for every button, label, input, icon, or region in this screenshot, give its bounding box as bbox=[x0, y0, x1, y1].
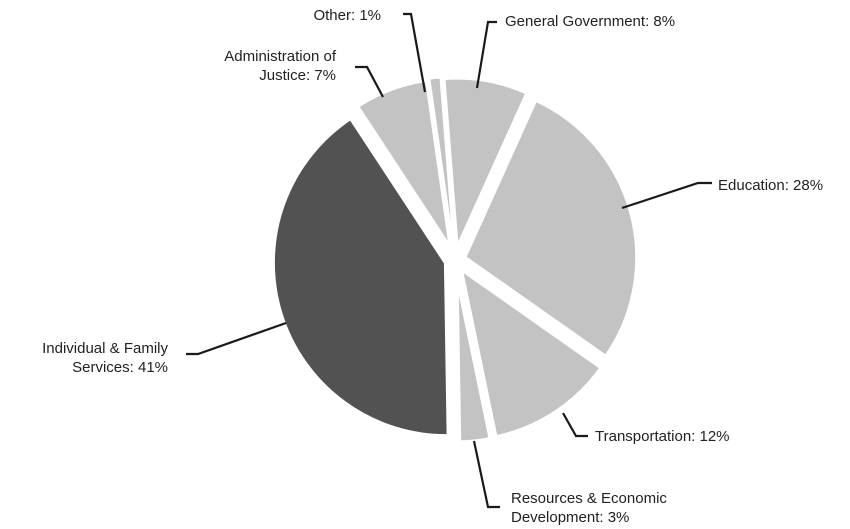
leader-line-0 bbox=[475, 20, 497, 89]
slice-label-line: Services: 41% bbox=[72, 359, 168, 376]
leader-line-5 bbox=[355, 65, 384, 98]
slice-label-3: Resources & Economic Development: 3% bbox=[511, 489, 667, 527]
slice-label-line: Resources & Economic bbox=[511, 490, 667, 507]
slice-label-1: Education: 28% bbox=[718, 176, 823, 195]
leader-line-3 bbox=[472, 440, 500, 509]
slice-label-line: Justice: 7% bbox=[259, 67, 336, 84]
slice-label-line: General Government: 8% bbox=[505, 13, 676, 30]
pie-slice-6 bbox=[428, 76, 455, 252]
slice-label-line: Development: 3% bbox=[511, 509, 630, 526]
slice-label-4: Individual & Family Services: 41% bbox=[42, 339, 168, 377]
pie-slice-5 bbox=[352, 76, 455, 253]
slice-label-5: Administration of Justice: 7% bbox=[224, 47, 336, 85]
slice-label-line: Other: 1% bbox=[313, 7, 381, 24]
leader-line-4 bbox=[186, 321, 287, 356]
slice-label-line: Education: 28% bbox=[718, 177, 824, 194]
slice-label-line: Individual & Family bbox=[42, 340, 168, 357]
slice-label-2: Transportation: 12% bbox=[595, 427, 730, 446]
slice-label-line: Transportation: 12% bbox=[595, 428, 730, 445]
pie-slice-1 bbox=[460, 95, 641, 362]
pie-slice-4 bbox=[269, 113, 452, 440]
leader-line-6 bbox=[403, 12, 427, 93]
leader-line-1 bbox=[621, 181, 712, 210]
leader-line-2 bbox=[562, 412, 588, 438]
pie-slice-0 bbox=[440, 74, 532, 253]
slice-label-6: Other: 1% bbox=[313, 6, 381, 25]
slice-label-line: Administration of bbox=[224, 48, 336, 65]
slice-label-0: General Government: 8% bbox=[505, 12, 675, 31]
pie-slice-2 bbox=[456, 261, 606, 441]
